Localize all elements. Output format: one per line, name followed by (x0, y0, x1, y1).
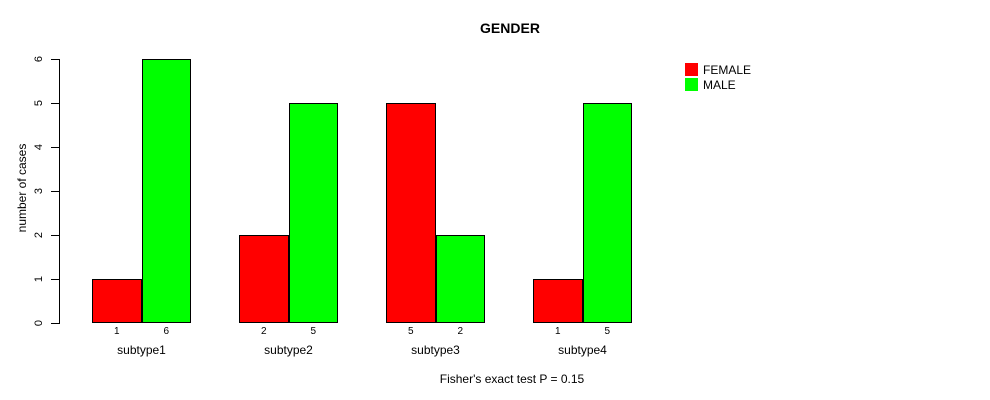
bar-value-male-subtype2: 5 (310, 326, 317, 337)
category-label-subtype2: subtype2 (264, 343, 313, 357)
bar-value-female-subtype4: 1 (554, 326, 561, 337)
y-tick-label: 5 (33, 99, 45, 107)
y-axis-tick (51, 279, 59, 280)
y-axis-line (59, 59, 60, 324)
bar-female-subtype2 (239, 235, 289, 323)
bar-value-female-subtype1: 1 (113, 326, 120, 337)
bar-female-subtype1 (92, 279, 142, 323)
y-tick-label: 6 (33, 55, 45, 63)
bar-male-subtype3 (435, 235, 485, 323)
bar-value-male-subtype1: 6 (163, 326, 170, 337)
y-tick-label: 2 (33, 231, 45, 239)
y-tick-label: 4 (33, 143, 45, 151)
legend-entry-male: MALE (685, 77, 751, 92)
bar-female-subtype3 (386, 103, 436, 323)
legend: FEMALE MALE (685, 62, 751, 92)
bar-male-subtype2 (288, 103, 338, 323)
y-axis-tick (51, 323, 59, 324)
y-axis-tick (51, 191, 59, 192)
bar-male-subtype4 (582, 103, 632, 323)
y-tick-label: 0 (33, 319, 45, 327)
y-tick-label: 3 (33, 187, 45, 195)
y-axis-tick (51, 147, 59, 148)
legend-entry-female: FEMALE (685, 62, 751, 77)
category-label-subtype4: subtype4 (558, 343, 607, 357)
bar-value-male-subtype3: 2 (457, 326, 464, 337)
y-axis-tick (51, 235, 59, 236)
y-tick-label: 1 (33, 275, 45, 283)
bar-male-subtype1 (141, 59, 191, 323)
legend-label-male: MALE (703, 77, 736, 92)
category-label-subtype3: subtype3 (411, 343, 460, 357)
annotation-text: Fisher's exact test P = 0.15 (439, 372, 585, 386)
category-label-subtype1: subtype1 (117, 343, 166, 357)
legend-swatch-male (685, 78, 698, 91)
y-axis-tick (51, 59, 59, 60)
chart-title: GENDER (480, 20, 540, 36)
bar-value-male-subtype4: 5 (604, 326, 611, 337)
y-axis-label: number of cases (15, 143, 29, 233)
legend-label-female: FEMALE (703, 62, 752, 77)
bar-value-female-subtype2: 2 (260, 326, 267, 337)
legend-swatch-female (685, 63, 698, 76)
y-axis-tick (51, 103, 59, 104)
bar-female-subtype4 (533, 279, 583, 323)
bar-value-female-subtype3: 5 (407, 326, 414, 337)
